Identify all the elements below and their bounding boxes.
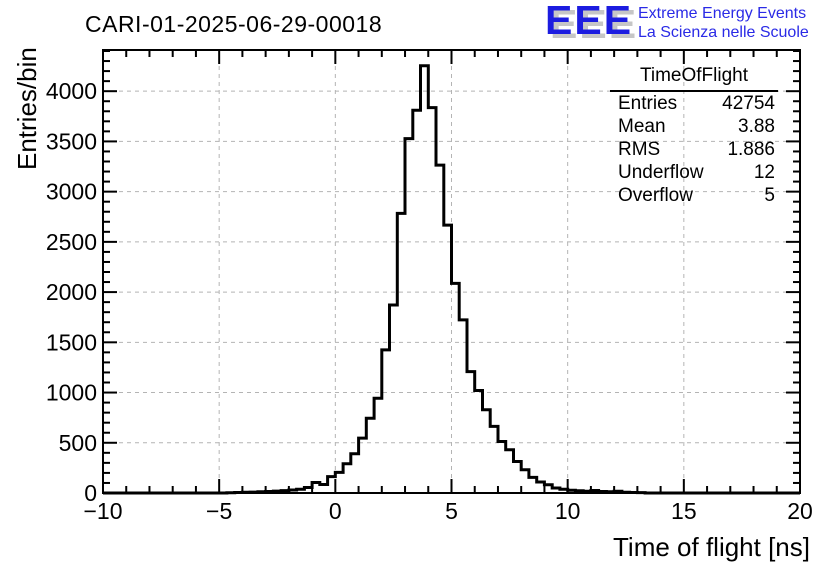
stats-row-mean: Mean 3.88: [610, 115, 778, 138]
y-tick-label: 0: [84, 480, 97, 506]
x-axis-title: Time of flight [ns]: [613, 532, 810, 562]
y-tick-label: 500: [59, 430, 97, 456]
y-tick-label: 3000: [46, 179, 97, 205]
y-tick-label: 4000: [46, 78, 97, 104]
stats-label: Underflow: [618, 162, 704, 183]
x-tick-label: −5: [206, 498, 232, 524]
x-tick-label: −10: [83, 498, 122, 524]
x-tick-label: 20: [787, 498, 813, 524]
stats-row-underflow: Underflow 12: [610, 161, 778, 184]
y-tick-label: 1500: [46, 329, 97, 355]
stats-label: Overflow: [618, 185, 693, 206]
eee-logo: EEE: [545, 0, 634, 43]
eee-logo-line1: Extreme Energy Events: [638, 5, 807, 22]
stats-value: 42754: [722, 93, 775, 114]
y-axis-title: Entries/bin: [12, 47, 42, 170]
plot-title: CARI-01-2025-06-29-00018: [85, 11, 383, 37]
y-tick-label: 2500: [46, 229, 97, 255]
stats-value: 1.886: [727, 139, 775, 160]
x-tick-label: 5: [445, 498, 458, 524]
stats-label: RMS: [618, 139, 661, 160]
stats-value: 5: [764, 185, 775, 206]
stats-row-rms: RMS 1.886: [610, 138, 778, 161]
eee-logo-text: Extreme Energy Events La Scienza nelle S…: [638, 4, 809, 42]
x-tick-label: 0: [329, 498, 342, 524]
stats-row-overflow: Overflow 5: [610, 184, 778, 207]
stats-row-entries: Entries 42754: [610, 92, 778, 115]
stats-label: Mean: [618, 116, 666, 137]
x-tick-label: 10: [555, 498, 581, 524]
stats-label: Entries: [618, 93, 678, 114]
stats-value: 12: [753, 162, 775, 183]
y-tick-label: 2000: [46, 279, 97, 305]
y-tick-label: 1000: [46, 380, 97, 406]
stats-title: TimeOfFlight: [610, 64, 778, 92]
stats-box: TimeOfFlight Entries 42754 Mean 3.88 RMS…: [610, 64, 778, 207]
x-tick-label: 15: [671, 498, 697, 524]
eee-logo-line2: La Scienza nelle Scuole: [638, 24, 809, 41]
y-tick-label: 3500: [46, 128, 97, 154]
stats-value: 3.88: [738, 116, 775, 137]
